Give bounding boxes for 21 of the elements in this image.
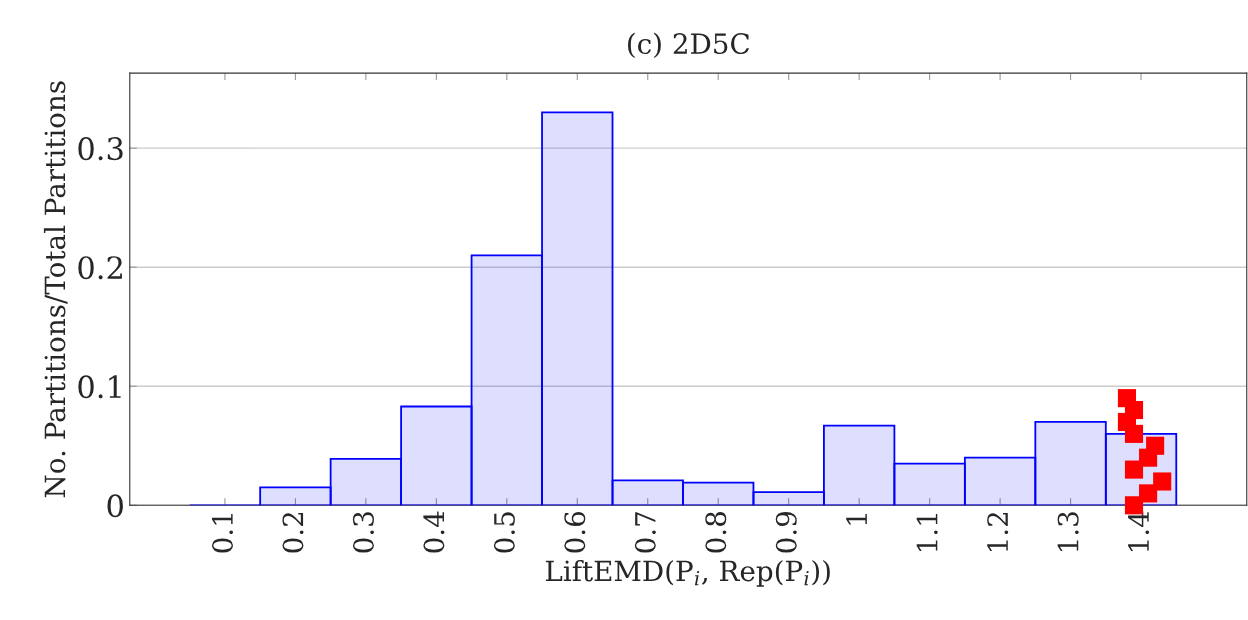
x-tick-label: 0.6 xyxy=(564,511,586,553)
x-tick-label: 0.9 xyxy=(775,512,797,553)
x-axis-title: LiftEMD(P$_{i}$, Rep(P$_{i}$)) xyxy=(545,559,830,587)
x-tick-label: 0.2 xyxy=(282,512,304,553)
x-tick-label: 0.7 xyxy=(634,512,656,553)
y-tick-label: 0.3 xyxy=(78,137,123,161)
y-tick-label: 0 xyxy=(107,494,123,518)
x-tick-label: 0.3 xyxy=(352,512,374,553)
x-tick-label: 1.4 xyxy=(1128,511,1150,551)
x-tick-label: 0.8 xyxy=(705,512,727,553)
x-tick-label: 1.1 xyxy=(916,514,938,551)
chart-title: (c) 2D5C xyxy=(628,32,750,59)
x-tick-label: 1 xyxy=(846,514,867,525)
x-tick-label: 1.2 xyxy=(987,512,1009,551)
y-tick-label: 0.2 xyxy=(78,256,122,280)
x-tick-label: 0.4 xyxy=(423,511,445,553)
y-axis-title: No. Partitions/Total Partitions xyxy=(43,81,68,498)
y-tick-label: 0.1 xyxy=(78,375,121,399)
x-tick-label: 0.1 xyxy=(211,514,233,553)
x-tick-label: 0.5 xyxy=(493,512,515,553)
x-tick-label: 1.3 xyxy=(1057,512,1079,551)
